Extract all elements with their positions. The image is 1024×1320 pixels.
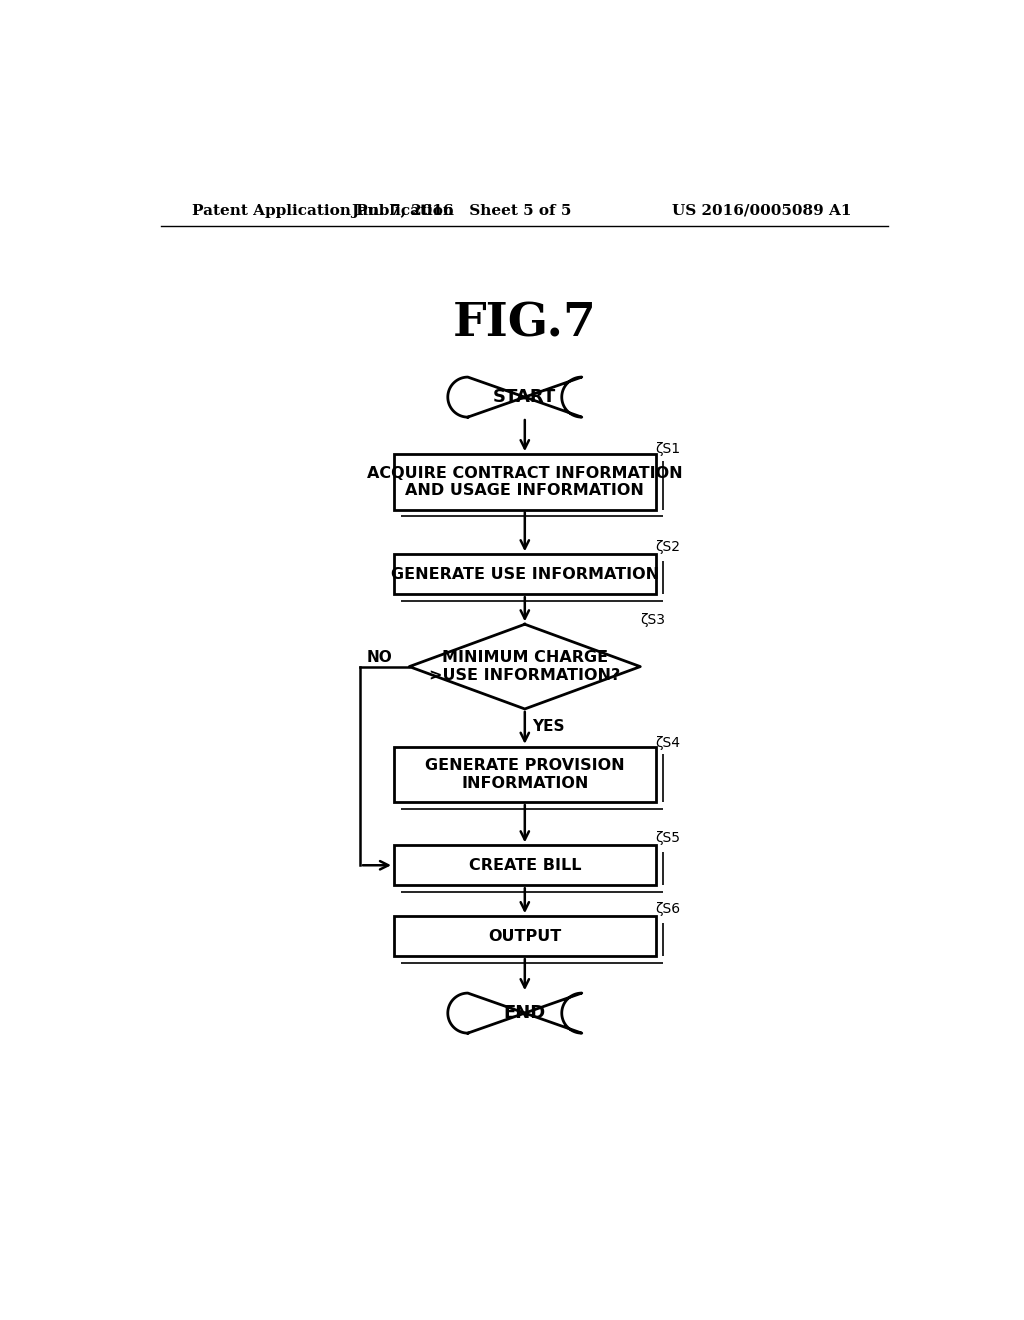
Bar [394,747,655,803]
Text: ζS4: ζS4 [655,735,681,750]
Text: END: END [504,1005,546,1022]
Text: FIG.7: FIG.7 [453,301,597,347]
Text: US 2016/0005089 A1: US 2016/0005089 A1 [672,203,852,218]
Text: START: START [494,388,556,407]
Text: ζS1: ζS1 [655,442,681,455]
Polygon shape [410,624,640,709]
Text: MINIMUM CHARGE
>USE INFORMATION?: MINIMUM CHARGE >USE INFORMATION? [429,651,621,682]
Bar [394,845,655,886]
Bar [394,554,655,594]
Text: ζS3: ζS3 [640,612,666,627]
Bar [394,454,655,510]
Text: ζS6: ζS6 [655,902,681,916]
Bar [394,916,655,956]
Text: GENERATE USE INFORMATION: GENERATE USE INFORMATION [391,566,658,582]
Text: Patent Application Publication: Patent Application Publication [193,203,455,218]
Text: ACQUIRE CONTRACT INFORMATION
AND USAGE INFORMATION: ACQUIRE CONTRACT INFORMATION AND USAGE I… [367,466,683,498]
Text: NO: NO [367,649,392,665]
Text: ζS2: ζS2 [655,540,681,554]
Text: OUTPUT: OUTPUT [488,928,561,944]
Text: YES: YES [532,719,565,734]
Text: GENERATE PROVISION
INFORMATION: GENERATE PROVISION INFORMATION [425,758,625,791]
Text: Jan. 7, 2016   Sheet 5 of 5: Jan. 7, 2016 Sheet 5 of 5 [351,203,571,218]
Polygon shape [447,378,582,417]
Text: CREATE BILL: CREATE BILL [469,858,581,873]
Polygon shape [447,993,582,1034]
Text: ζS5: ζS5 [655,832,681,845]
